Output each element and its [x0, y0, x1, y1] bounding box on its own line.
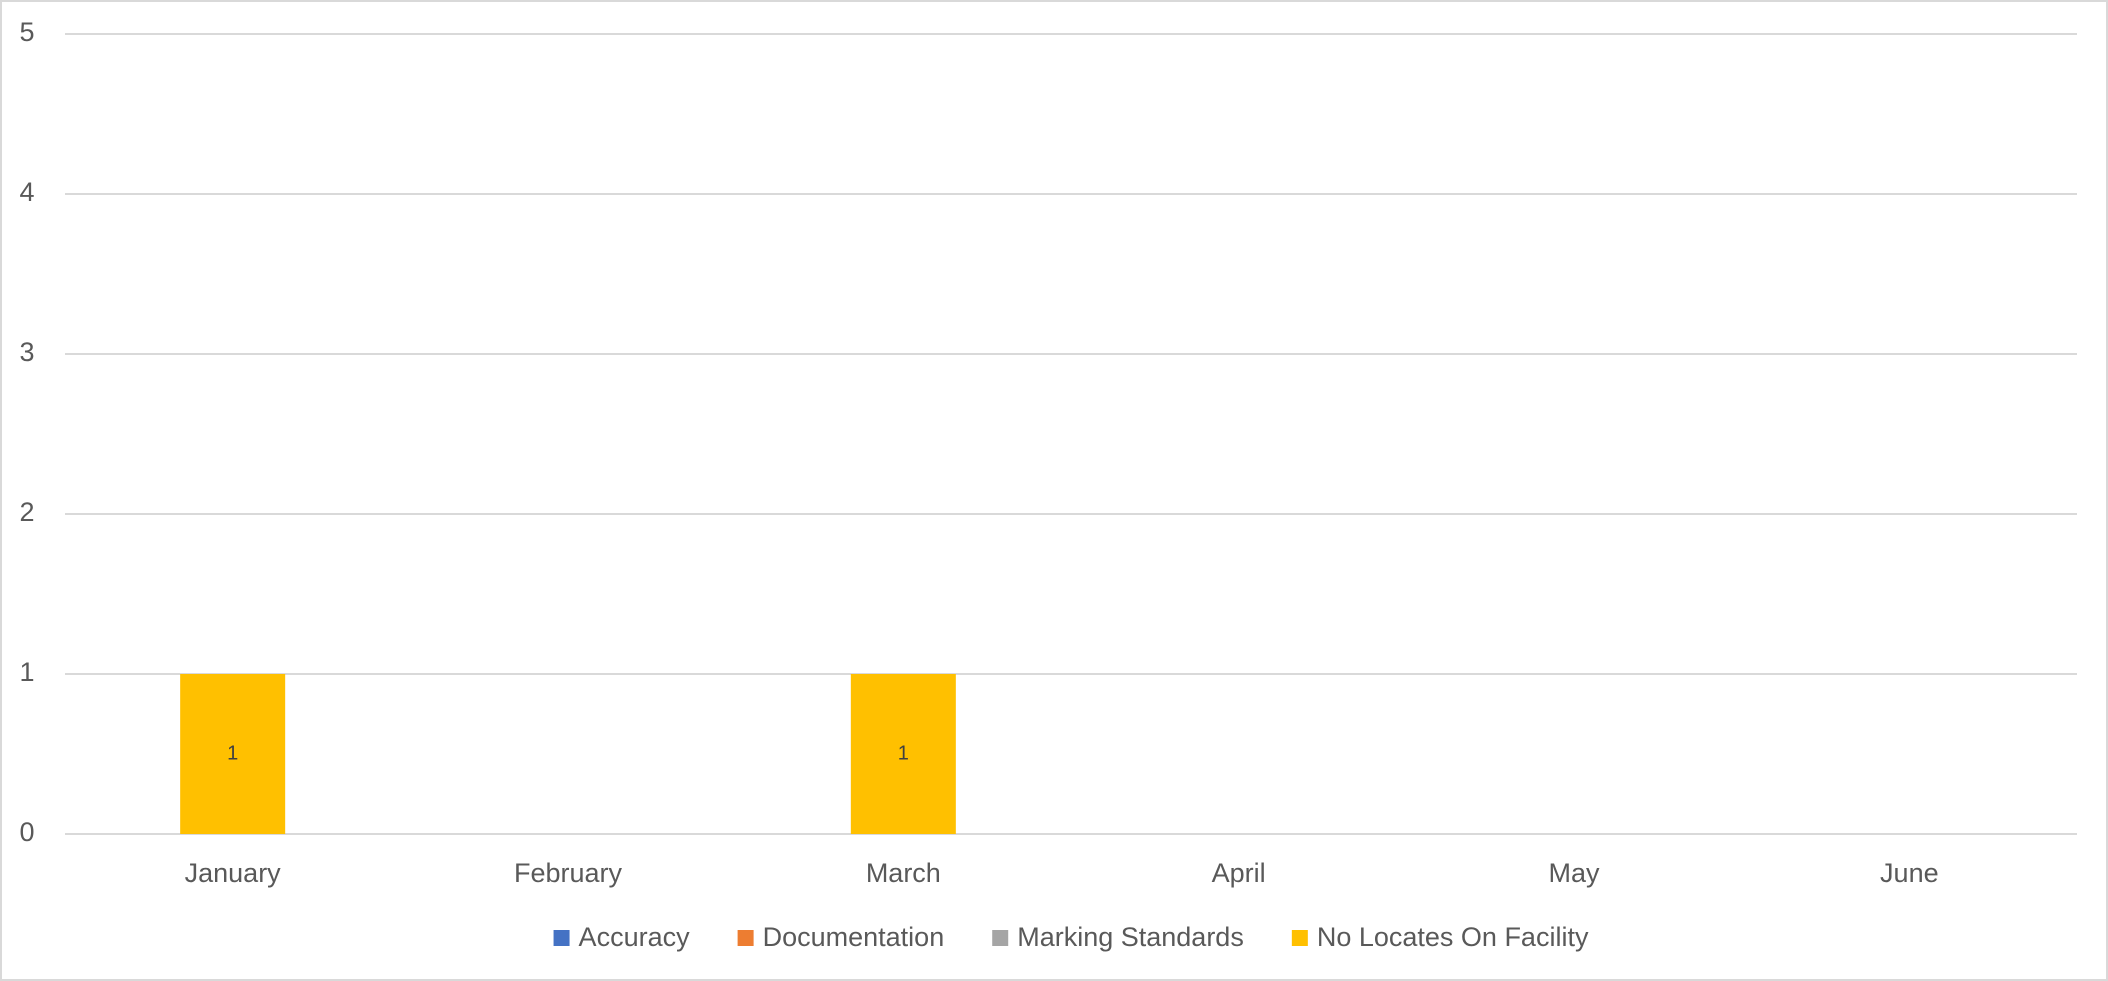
- x-tick-label: January: [185, 858, 282, 888]
- legend-label: Marking Standards: [1017, 922, 1244, 952]
- bar-segment: [180, 674, 286, 834]
- y-tick-label: 0: [19, 817, 34, 847]
- y-tick-label: 4: [19, 177, 34, 207]
- x-tick-label: March: [866, 858, 941, 888]
- legend-swatch: [553, 930, 570, 946]
- legend: Accuracy Documentation Marking Standards No…: [553, 922, 1589, 952]
- y-tick-label: 1: [19, 657, 34, 687]
- data-label: 1: [898, 742, 909, 764]
- data-label: 1: [227, 742, 238, 764]
- legend-swatch: [1291, 930, 1308, 946]
- legend-swatch: [992, 930, 1009, 946]
- x-tick-label: May: [1548, 858, 1600, 888]
- legend-swatch: [737, 930, 754, 946]
- x-tick-label: February: [514, 858, 623, 888]
- bar-segment: [850, 674, 956, 834]
- y-tick-label: 3: [19, 337, 34, 367]
- legend-label: Accuracy: [579, 922, 691, 952]
- legend-label: Documentation: [763, 922, 945, 952]
- x-tick-label: June: [1880, 858, 1939, 888]
- legend-label: No Locates On Facility: [1317, 922, 1589, 952]
- y-tick-label: 5: [19, 17, 34, 47]
- x-tick-label: April: [1212, 858, 1266, 888]
- y-tick-label: 2: [19, 497, 34, 527]
